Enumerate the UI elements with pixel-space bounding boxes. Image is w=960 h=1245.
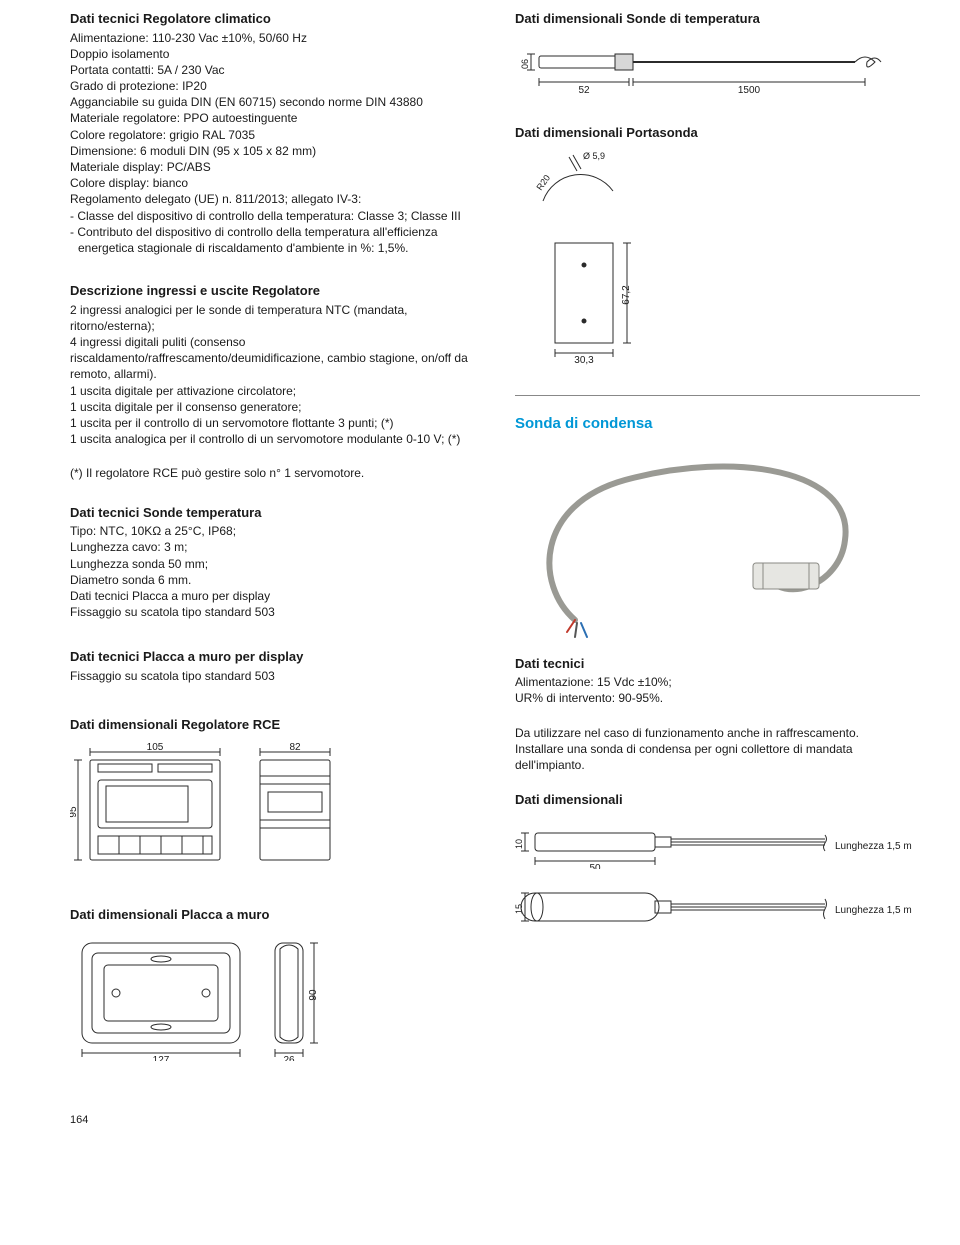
probe-line: Diametro sonda 6 mm. <box>70 572 475 588</box>
io-line: 1 uscita per il controllo di un servomot… <box>70 415 475 431</box>
probe-line: Lunghezza sonda 50 mm; <box>70 556 475 572</box>
cond-h2: 15 <box>515 904 524 914</box>
temperature-probe-drawing: 06 52 1500 <box>515 40 920 100</box>
condensation-probe-title: Sonda di condensa <box>515 414 920 434</box>
io-line: 1 uscita analogica per il controllo di u… <box>70 431 475 447</box>
cond-sensor-top-drawing: 10 Lunghezza 1,5 m 50 <box>515 819 920 873</box>
probe-line: Fissaggio su scatola tipo standard 503 <box>70 604 475 620</box>
probe-dim-title: Dati dimensionali Sonde di temperatura <box>515 10 920 28</box>
dim-w: 105 <box>147 742 164 753</box>
dim-d: 82 <box>289 742 301 753</box>
divider <box>515 395 920 396</box>
dim-plate-d: 26 <box>283 1055 295 1061</box>
holder-title: Dati dimensionali Portasonda <box>515 124 920 142</box>
holder-box-drawing: 67,2 30,3 <box>533 235 920 369</box>
wall-plate-drawing: 127 26 90 <box>70 931 475 1065</box>
dim-h: 95 <box>70 806 79 818</box>
spec-line: Colore display: bianco <box>70 175 475 191</box>
condensation-probe-image <box>515 445 875 645</box>
dim-plate-w: 127 <box>153 1055 170 1061</box>
holder-w: 30,3 <box>574 355 594 365</box>
dim-plate-title: Dati dimensionali Placca a muro <box>70 906 475 924</box>
spec-line: Grado di protezione: IP20 <box>70 78 475 94</box>
spec-line: - Classe del dispositivo di controllo de… <box>70 208 475 224</box>
probe-line: Dati tecnici Placca a muro per display <box>70 588 475 604</box>
cond-usage: Da utilizzare nel caso di funzionamento … <box>515 725 920 774</box>
wall-plate-specs: Dati tecnici Placca a muro per display F… <box>70 648 475 684</box>
cond-usage-line: Da utilizzare nel caso di funzionamento … <box>515 725 920 741</box>
spec-line: Materiale regolatore: PPO autoestinguent… <box>70 110 475 126</box>
cond-usage-line: Installare una sonda di condensa per ogn… <box>515 741 920 773</box>
climatic-regulator-specs: Dati tecnici Regolatore climatico Alimen… <box>70 10 475 256</box>
io-line: 4 ingressi digitali puliti (consenso ris… <box>70 334 475 383</box>
left-column: Dati tecnici Regolatore climatico Alimen… <box>70 10 475 1083</box>
spec-line: Doppio isolamento <box>70 46 475 62</box>
regulator-dimensions: Dati dimensionali Regolatore RCE 105 <box>70 716 475 876</box>
dim-lead: 1500 <box>738 85 761 96</box>
probe-specs: Dati tecnici Sonde temperatura Tipo: NTC… <box>70 504 475 621</box>
cond-w: 50 <box>589 863 601 869</box>
cond-sensor-side-drawing: 15 Lunghezza 1,5 m <box>515 883 920 939</box>
cond-tech-title: Dati tecnici <box>515 655 920 673</box>
footnote: (*) Il regolatore RCE può gestire solo n… <box>70 465 475 481</box>
probe-holder-drawing: Ø 5,9 R20 <box>533 151 920 215</box>
holder-dia: Ø 5,9 <box>583 151 605 161</box>
dim-plate-h: 90 <box>308 989 319 1001</box>
io-line: 1 uscita digitale per attivazione circol… <box>70 383 475 399</box>
spec-line: Dimensione: 6 moduli DIN (95 x 105 x 82 … <box>70 143 475 159</box>
cond-tech: Dati tecnici Alimentazione: 15 Vdc ±10%;… <box>515 655 920 707</box>
spec-line: Materiale display: PC/ABS <box>70 159 475 175</box>
io-description: Descrizione ingressi e uscite Regolatore… <box>70 282 475 447</box>
cond-len2: Lunghezza 1,5 m <box>835 905 912 916</box>
holder-h: 67,2 <box>621 285 632 305</box>
wall-plate-dimensions: Dati dimensionali Placca a muro <box>70 906 475 1066</box>
plate-title: Dati tecnici Placca a muro per display <box>70 648 475 666</box>
regulator-drawing: 105 <box>70 742 475 876</box>
dim-diam: 06 <box>520 59 530 69</box>
spec-line: Regolamento delegato (UE) n. 811/2013; a… <box>70 191 475 207</box>
probe-line: Lunghezza cavo: 3 m; <box>70 539 475 555</box>
tech-title: Dati tecnici Regolatore climatico <box>70 10 475 28</box>
plate-line: Fissaggio su scatola tipo standard 503 <box>70 668 475 684</box>
cond-h1: 10 <box>515 839 524 849</box>
spec-line: Alimentazione: 110-230 Vac ±10%, 50/60 H… <box>70 30 475 46</box>
cond-dim-title: Dati dimensionali <box>515 791 920 809</box>
page-number: 164 <box>70 1113 920 1128</box>
spec-line: Agganciabile su guida DIN (EN 60715) sec… <box>70 94 475 110</box>
spec-line: Portata contatti: 5A / 230 Vac <box>70 62 475 78</box>
dim-rce-title: Dati dimensionali Regolatore RCE <box>70 716 475 734</box>
cond-tech-line: UR% di intervento: 90-95%. <box>515 690 920 706</box>
io-line: 2 ingressi analogici per le sonde di tem… <box>70 302 475 334</box>
cond-len1: Lunghezza 1,5 m <box>835 841 912 852</box>
probe-title: Dati tecnici Sonde temperatura <box>70 504 475 522</box>
probe-line: Tipo: NTC, 10KΩ a 25°C, IP68; <box>70 523 475 539</box>
right-column: Dati dimensionali Sonde di temperatura 0… <box>515 10 920 1083</box>
spec-line: Colore regolatore: grigio RAL 7035 <box>70 127 475 143</box>
dim-sleeve: 52 <box>578 85 590 96</box>
spec-line: - Contributo del dispositivo di controll… <box>70 224 475 256</box>
io-line: 1 uscita digitale per il consenso genera… <box>70 399 475 415</box>
io-title: Descrizione ingressi e uscite Regolatore <box>70 282 475 300</box>
cond-tech-line: Alimentazione: 15 Vdc ±10%; <box>515 674 920 690</box>
